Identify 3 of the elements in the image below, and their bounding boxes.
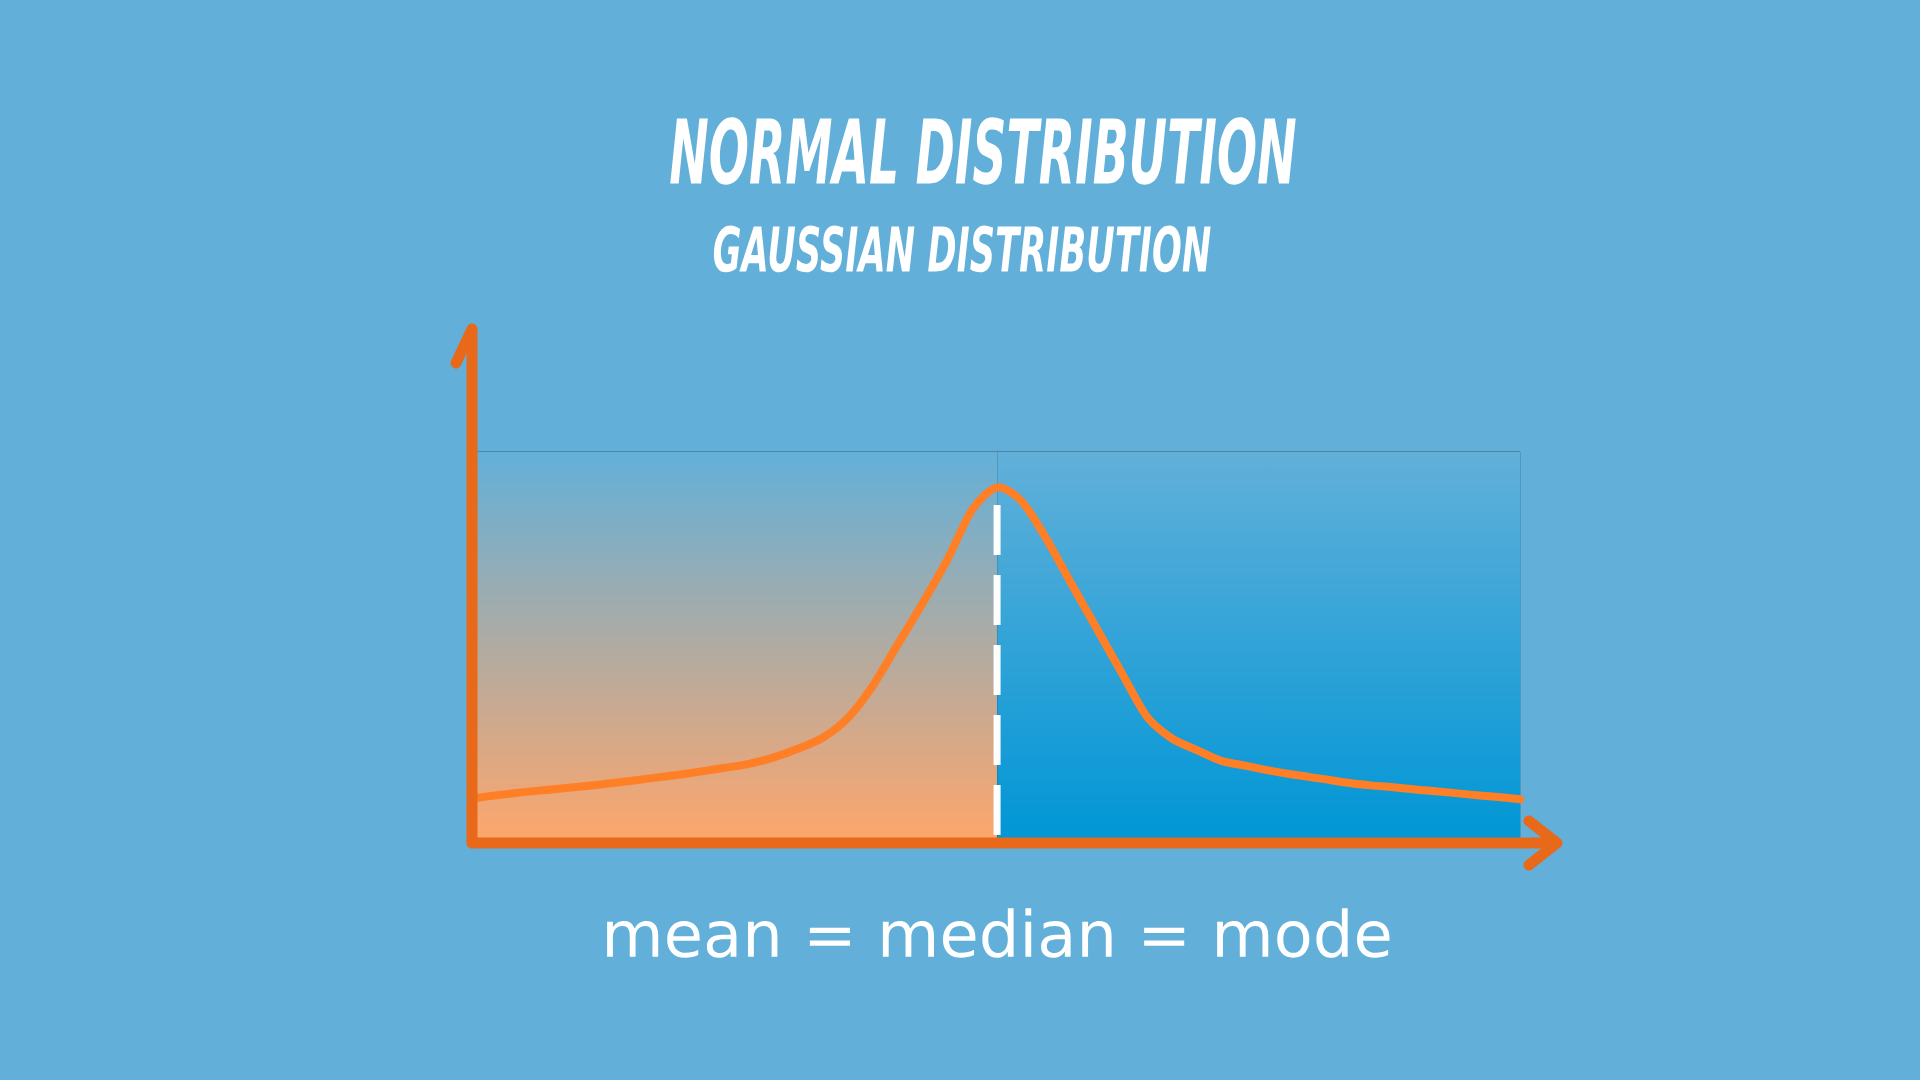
chart-title: NORMAL DISTRIBUTION bbox=[670, 117, 1296, 185]
text: mean = median = mode bbox=[607, 908, 1390, 958]
chart-subtitle: GAUSSIAN DISTRIBUTION bbox=[713, 225, 1211, 273]
